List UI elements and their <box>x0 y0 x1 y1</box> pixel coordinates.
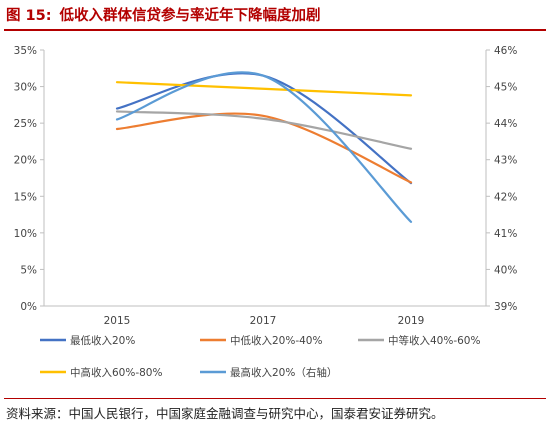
y-right-tick-label: 44% <box>494 118 517 130</box>
legend-label-1: 最低收入20% <box>70 334 135 347</box>
legend-label-2: 中低收入20%-40% <box>230 334 322 347</box>
legend-label-4: 中高收入60%-80% <box>70 366 162 379</box>
legend-label-3: 中等收入40%-60% <box>388 334 480 347</box>
y-right-tick-label: 40% <box>494 264 517 276</box>
y-left-tick-label: 20% <box>14 155 37 167</box>
y-left-tick-label: 15% <box>14 191 37 203</box>
series-line-4 <box>115 81 413 97</box>
y-right-tick-label: 46% <box>494 45 517 57</box>
y-left-tick-label: 5% <box>20 264 37 276</box>
y-right-tick-label: 42% <box>494 191 517 203</box>
source-rule <box>4 398 546 399</box>
y-right-tick-label: 43% <box>494 155 517 167</box>
legend-label-5: 最高收入20%（右轴） <box>230 366 337 379</box>
x-tick-label: 2015 <box>104 315 131 327</box>
y-right-tick-label: 39% <box>494 301 517 313</box>
series-line-5 <box>115 71 413 223</box>
y-left-tick-label: 25% <box>14 118 37 130</box>
title-rule <box>4 29 546 31</box>
series-line-2 <box>115 112 413 184</box>
y-left-tick-label: 35% <box>14 45 37 57</box>
line-chart: 0% 5% 10% 15% 20% 25% 30% 35% 39% 40% 41% 42% 43% 44%… <box>14 45 518 379</box>
source-note: 资料来源：中国人民银行，中国家庭金融调查与研究中心，国泰君安证券研究。 <box>6 406 444 421</box>
y-left-tick-label: 0% <box>20 301 37 313</box>
x-tick-label: 2017 <box>250 315 277 327</box>
series-line-3 <box>115 110 413 150</box>
figure-title-text: 低收入群体信贷参与率近年下降幅度加剧 <box>59 8 321 24</box>
y-left-tick-label: 30% <box>14 82 37 94</box>
figure-title: 图 15: 低收入群体信贷参与率近年下降幅度加剧 <box>6 4 544 28</box>
y-right-tick-label: 45% <box>494 82 517 94</box>
figure-number: 图 15: <box>6 8 52 24</box>
x-tick-label: 2019 <box>398 315 425 327</box>
y-left-tick-label: 10% <box>14 228 37 240</box>
y-right-tick-label: 41% <box>494 228 517 240</box>
